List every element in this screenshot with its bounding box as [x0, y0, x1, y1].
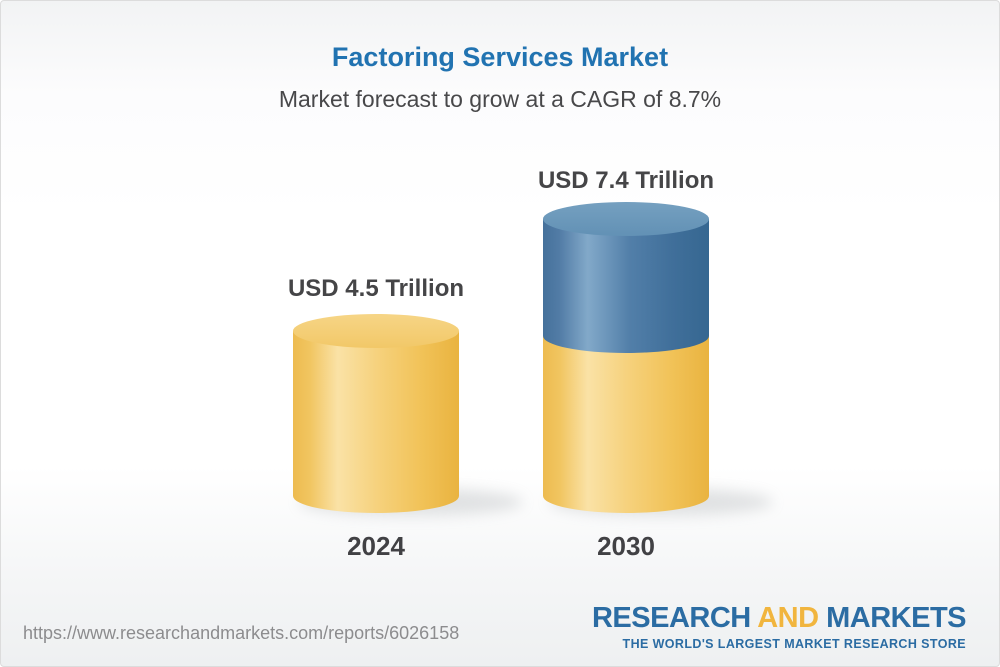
bar-2024-cylinder — [293, 314, 459, 513]
bar-2030-growth-segment — [543, 219, 709, 353]
bar-2030-value-label: USD 7.4 Trillion — [537, 167, 715, 194]
logo-word-markets: MARKETS — [826, 602, 966, 634]
bar-2024-category-label: 2024 — [347, 531, 405, 561]
logo-word-and: AND — [757, 602, 819, 634]
logo-tagline: THE WORLD'S LARGEST MARKET RESEARCH STOR… — [622, 637, 966, 651]
bar-2030-base-segment — [543, 336, 709, 513]
chart-title: Factoring Services Market — [331, 42, 669, 72]
bar-2024-value-label: USD 4.5 Trillion — [287, 275, 465, 302]
report-url: https://www.researchandmarkets.com/repor… — [23, 623, 460, 643]
logo-wordmark: RESEARCH AND MARKETS — [591, 602, 967, 634]
research-and-markets-logo: RESEARCH AND MARKETS THE WORLD'S LARGEST… — [591, 602, 967, 652]
chart-subtitle: Market forecast to grow at a CAGR of 8.7… — [278, 86, 722, 112]
bar-2030-cylinder — [543, 202, 709, 513]
bar-2030-category-label: 2030 — [597, 531, 655, 561]
logo-word-research: RESEARCH — [591, 602, 751, 634]
